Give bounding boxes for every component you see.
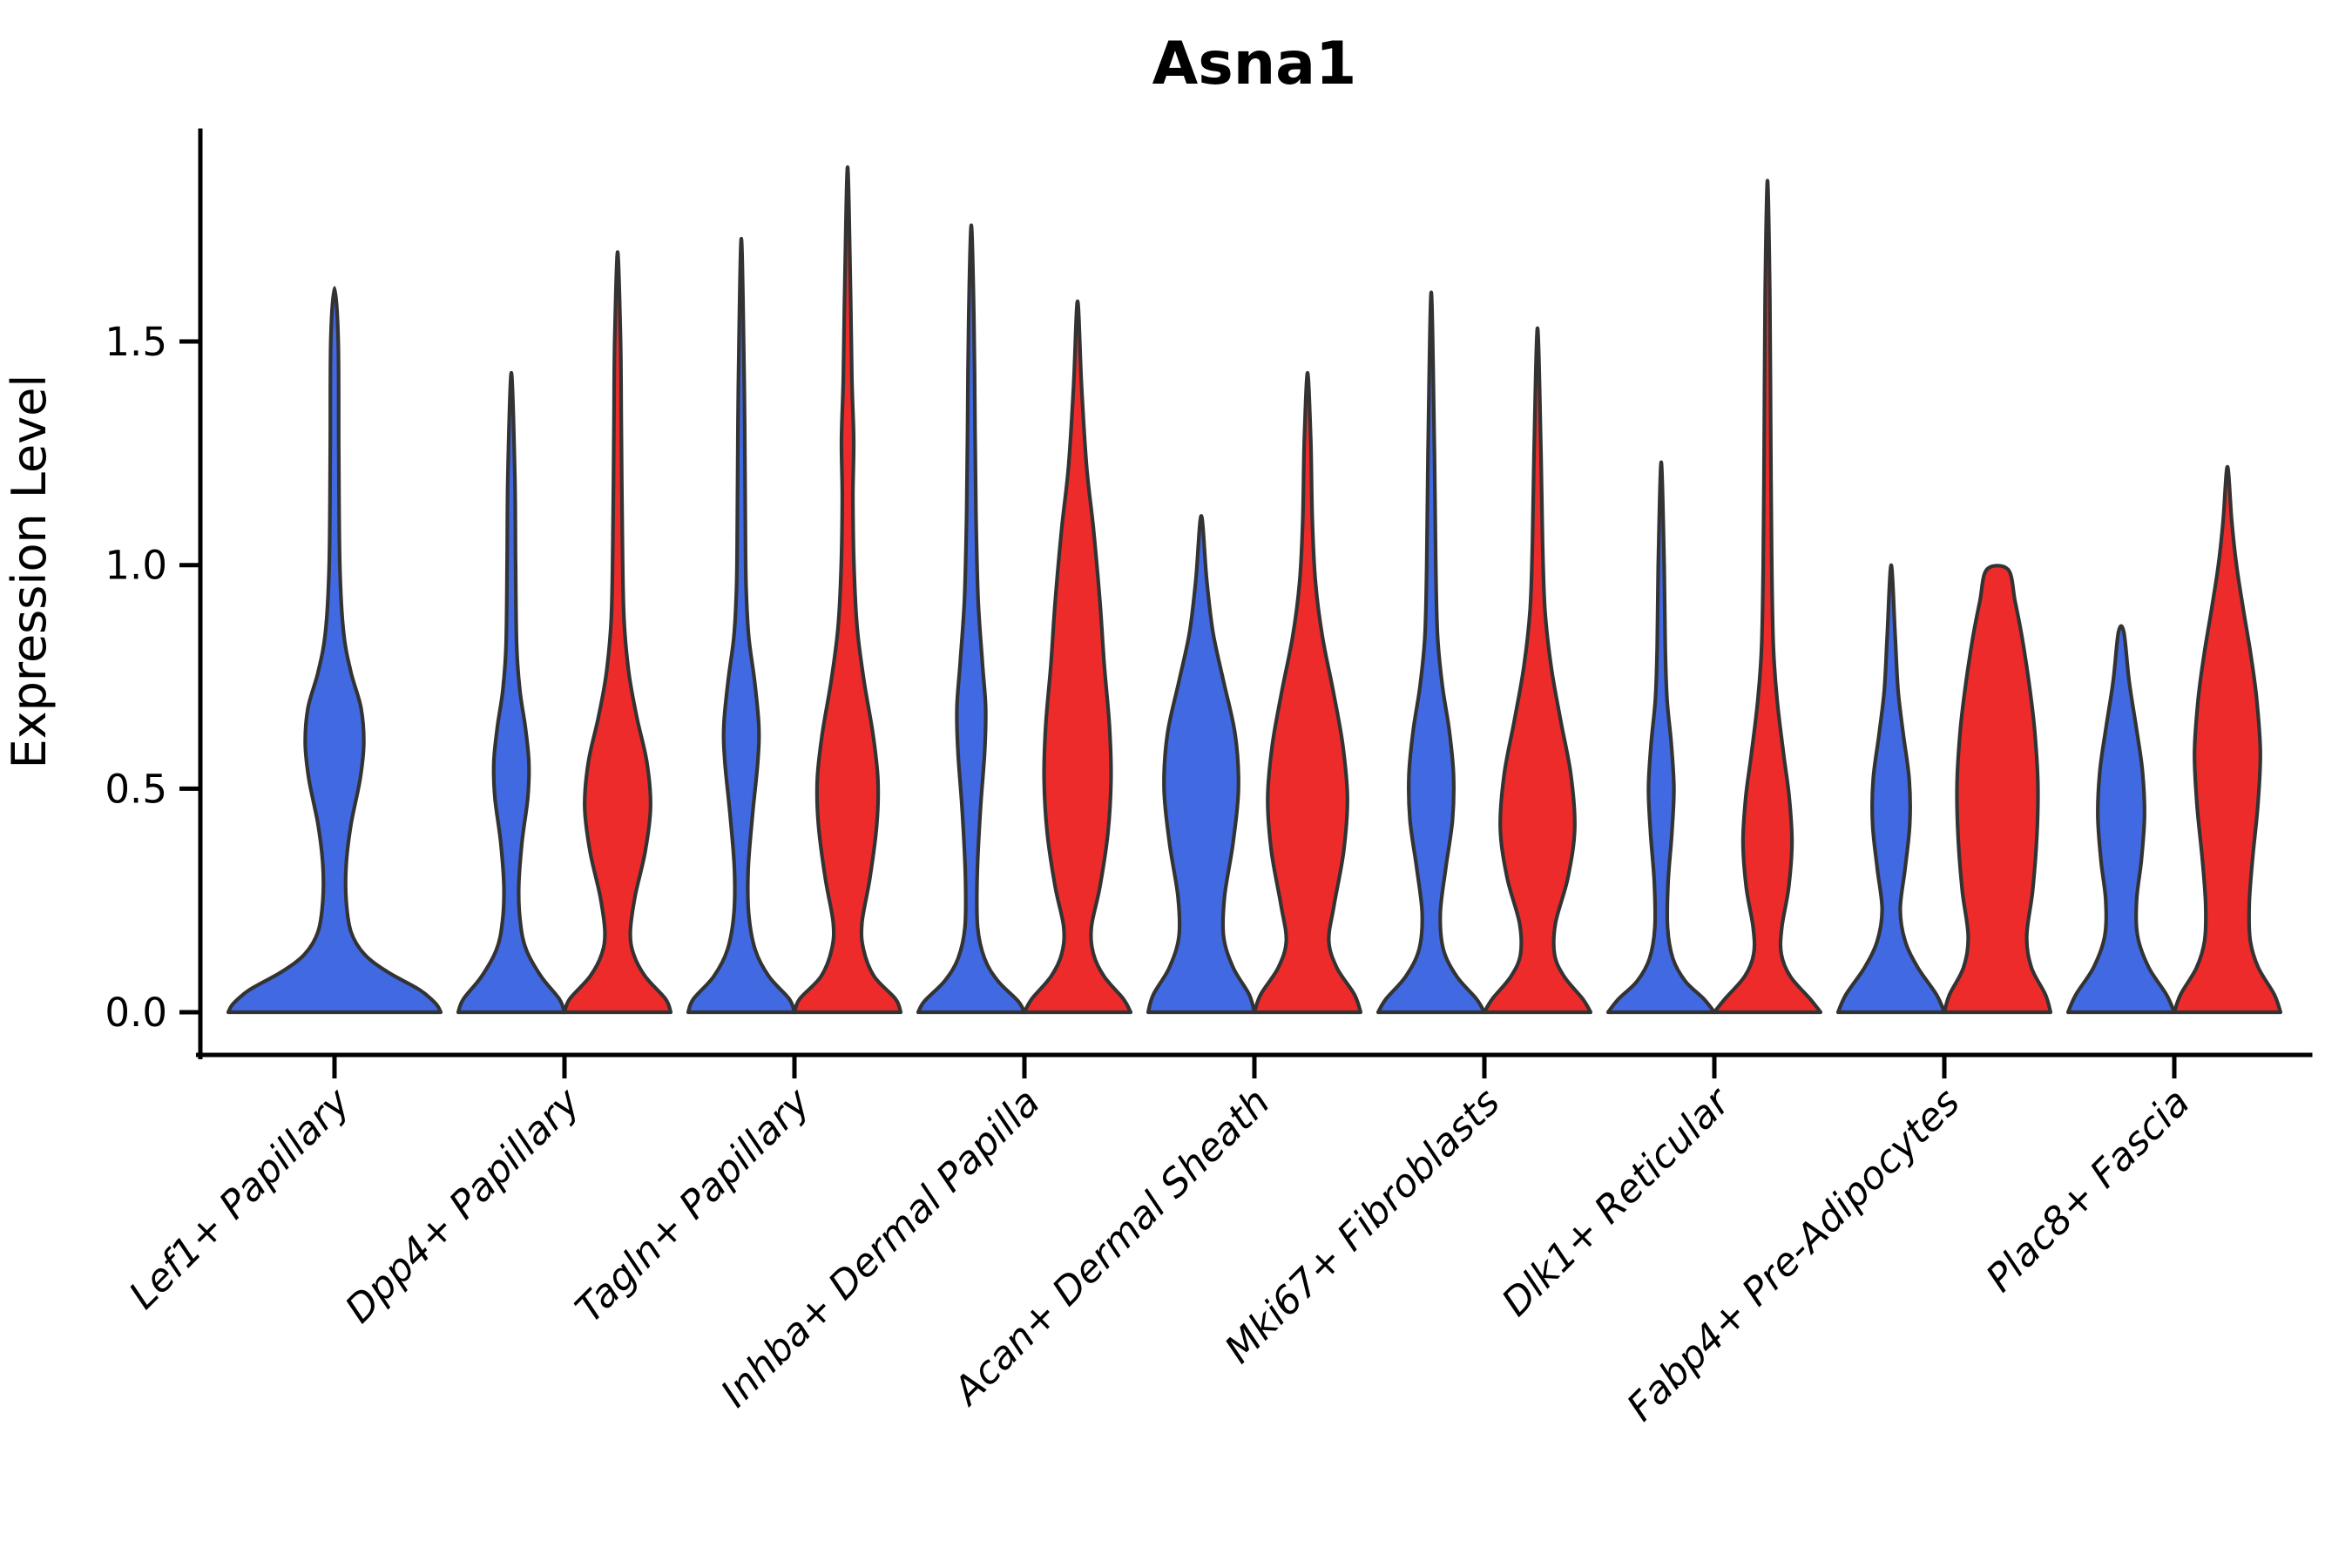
y-tick-label-0.5: 0.5 [105, 766, 167, 812]
x-tick-label-plac8-fascia: Plac8+ Fascia [1977, 1080, 2198, 1301]
x-tick-label-dpp4-papillary: Dpp4+ Papillary [337, 1079, 590, 1332]
violin-0-blue [226, 286, 443, 1015]
violin-4-red [1252, 370, 1363, 1015]
violin-8-blue [2065, 624, 2177, 1015]
y-tick-label-1.0: 1.0 [105, 543, 167, 589]
plot-title: Asna1 [1152, 30, 1357, 98]
violin-1-red [562, 250, 673, 1015]
violin-4-blue [1146, 514, 1257, 1015]
violin-2-blue [686, 236, 797, 1015]
violin-7-blue [1835, 563, 1947, 1015]
violin-7-red [1942, 564, 2053, 1015]
y-axis-label: Expression Level [2, 375, 57, 769]
y-tick-label-0: 0.0 [105, 990, 167, 1036]
violin-5-red [1482, 326, 1593, 1015]
x-tick-label-dlk1-reticular: Dlk1+ Reticular [1493, 1078, 1740, 1325]
y-axis: 0.0 0.5 1.0 1.5 [105, 128, 203, 1059]
violin-5-blue [1375, 290, 1487, 1015]
violin-8-red [2172, 464, 2283, 1015]
violin-6-blue [1605, 460, 1717, 1015]
violin-3-blue [916, 223, 1027, 1015]
violins-layer [226, 165, 2283, 1015]
x-axis: Lef1+ Papillary Dpp4+ Papillary Tagln+ P… [121, 1052, 2313, 1429]
x-tick-label-lef1-papillary: Lef1+ Papillary [121, 1079, 360, 1318]
x-tick-label-tagln-papillary: Tagln+ Papillary [567, 1079, 819, 1331]
violin-6-red [1712, 179, 1823, 1015]
violin-1-blue [456, 370, 567, 1015]
y-tick-label-1.5: 1.5 [105, 319, 167, 365]
violin-2-red [792, 165, 903, 1015]
violin-3-red [1022, 299, 1133, 1015]
x-tick-marks [332, 1055, 2177, 1078]
y-tick-marks [179, 339, 200, 1015]
